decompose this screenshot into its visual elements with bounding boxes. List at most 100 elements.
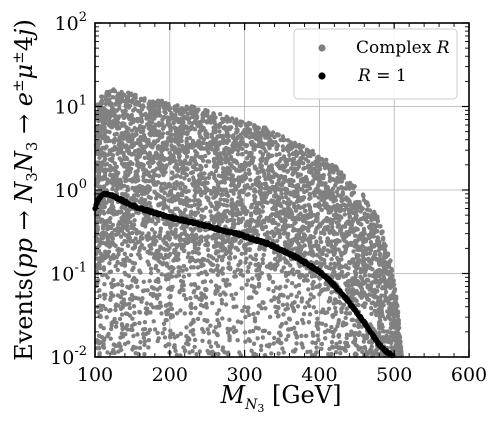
point-complex-r: [314, 350, 319, 355]
point-complex-r: [281, 350, 286, 355]
point-complex-r: [167, 265, 172, 271]
point-complex-r: [346, 211, 352, 216]
point-complex-r: [133, 345, 139, 350]
point-complex-r: [289, 292, 294, 297]
point-complex-r: [184, 154, 190, 159]
point-complex-r: [126, 105, 132, 110]
point-complex-r: [105, 226, 110, 232]
point-complex-r: [251, 311, 256, 317]
point-complex-r: [307, 297, 313, 302]
point-complex-r: [96, 164, 102, 169]
point-complex-r: [378, 277, 384, 282]
point-complex-r: [393, 300, 399, 305]
point-complex-r: [127, 92, 132, 98]
point-complex-r: [125, 327, 130, 332]
point-complex-r: [163, 303, 169, 308]
point-complex-r: [259, 158, 265, 163]
point-complex-r: [378, 224, 383, 229]
point-complex-r: [304, 184, 309, 189]
point-complex-r: [169, 170, 175, 175]
point-complex-r: [281, 199, 286, 205]
point-complex-r: [256, 138, 262, 143]
point-complex-r: [202, 279, 208, 284]
point-complex-r: [145, 160, 151, 166]
point-complex-r: [338, 265, 343, 270]
point-complex-r: [385, 329, 390, 334]
point-complex-r: [243, 260, 248, 265]
point-complex-r: [181, 274, 186, 279]
point-complex-r: [253, 200, 259, 206]
point-complex-r: [319, 239, 324, 245]
point-complex-r: [236, 220, 241, 226]
point-complex-r: [252, 225, 257, 231]
point-complex-r: [97, 147, 102, 152]
point-complex-r: [291, 170, 296, 175]
point-complex-r: [263, 161, 269, 166]
point-complex-r: [142, 112, 147, 118]
point-complex-r: [321, 202, 327, 208]
point-complex-r: [191, 332, 196, 337]
point-complex-r: [308, 292, 313, 297]
point-complex-r: [121, 93, 126, 98]
point-complex-r: [205, 247, 211, 253]
point-complex-r: [249, 211, 254, 216]
point-complex-r: [245, 269, 250, 274]
point-complex-r: [348, 332, 353, 338]
point-complex-r: [251, 341, 257, 346]
point-complex-r: [299, 299, 304, 304]
point-complex-r: [246, 167, 251, 173]
point-complex-r: [236, 183, 241, 189]
point-complex-r: [226, 193, 231, 199]
point-complex-r: [283, 187, 288, 193]
point-complex-r: [107, 138, 113, 144]
point-complex-r: [383, 243, 388, 248]
point-complex-r: [333, 305, 338, 311]
point-complex-r: [227, 317, 232, 322]
point-complex-r: [101, 152, 106, 158]
point-complex-r: [182, 145, 187, 150]
point-complex-r: [203, 132, 208, 138]
point-complex-r: [362, 269, 367, 274]
point-complex-r: [164, 277, 169, 282]
point-complex-r: [372, 350, 377, 356]
point-complex-r: [267, 330, 272, 336]
point-complex-r: [251, 352, 256, 357]
point-complex-r: [132, 295, 137, 300]
point-complex-r: [343, 340, 348, 345]
point-complex-r: [163, 100, 168, 106]
point-complex-r: [368, 305, 374, 311]
point-complex-r: [229, 173, 234, 178]
point-complex-r: [237, 202, 242, 207]
point-complex-r: [163, 318, 168, 323]
point-complex-r: [172, 146, 177, 152]
point-complex-r: [110, 147, 115, 152]
point-complex-r: [314, 309, 319, 315]
point-complex-r: [175, 116, 180, 121]
point-complex-r: [334, 300, 339, 305]
point-complex-r: [118, 185, 124, 190]
point-complex-r: [253, 252, 259, 258]
point-complex-r: [381, 274, 386, 279]
point-complex-r: [280, 144, 285, 149]
point-complex-r: [201, 257, 206, 262]
point-complex-r: [220, 316, 225, 321]
point-complex-r: [339, 207, 344, 212]
point-complex-r: [101, 219, 107, 224]
point-complex-r: [208, 209, 213, 214]
point-complex-r: [316, 178, 322, 183]
point-complex-r: [183, 185, 188, 190]
point-complex-r: [170, 116, 176, 121]
point-complex-r: [141, 162, 146, 168]
point-complex-r: [106, 331, 111, 337]
point-complex-r: [138, 123, 143, 129]
point-complex-r: [162, 115, 167, 120]
point-complex-r: [229, 116, 235, 121]
point-complex-r: [273, 304, 278, 309]
point-complex-r: [245, 309, 250, 314]
point-complex-r: [203, 153, 208, 159]
point-complex-r: [199, 270, 204, 276]
point-complex-r: [260, 209, 265, 214]
point-complex-r: [250, 276, 255, 281]
point-complex-r: [193, 212, 198, 218]
point-complex-r: [366, 297, 371, 302]
